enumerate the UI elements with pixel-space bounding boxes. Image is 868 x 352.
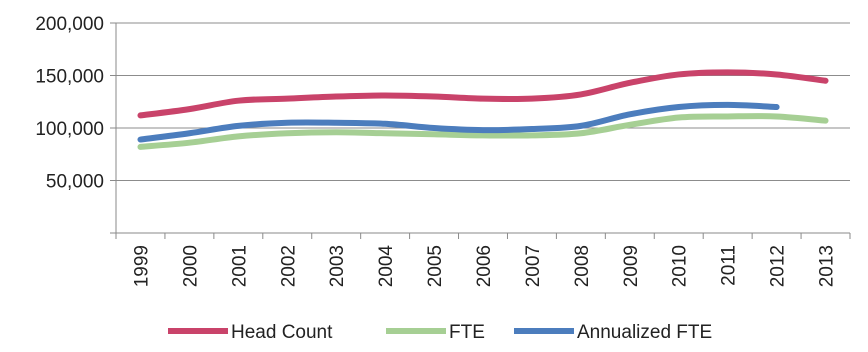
legend: Head Count FTE Annualized FTE xyxy=(168,322,712,343)
x-tick-label: 2007 xyxy=(523,245,544,287)
x-tick-label: 2004 xyxy=(376,245,397,288)
x-tick-label: 2009 xyxy=(621,245,642,287)
series-line-fte xyxy=(137,113,829,150)
x-axis-ticks: 1999 2000 2001 2002 2003 2004 2005 2006 2007 2008… xyxy=(115,233,851,288)
x-tick-label: 2010 xyxy=(670,245,691,287)
x-tick-label: 1999 xyxy=(131,245,152,287)
x-tick-label: 2000 xyxy=(180,245,201,287)
y-tick-label: 150,000 xyxy=(35,67,104,88)
y-axis-ticks: 50,000 100,000 150,000 200,000 xyxy=(35,14,116,193)
x-tick-label: 2011 xyxy=(719,245,740,286)
y-tick-label: 100,000 xyxy=(35,119,104,140)
legend-label-head-count: Head Count xyxy=(231,322,333,343)
series-lines xyxy=(137,69,829,150)
x-tick-label: 2006 xyxy=(474,245,495,287)
x-tick-label: 2005 xyxy=(425,245,446,287)
y-tick-label: 200,000 xyxy=(35,14,104,35)
series-line-head-count xyxy=(137,69,829,119)
x-tick-label: 2012 xyxy=(768,245,789,287)
x-tick-label: 2001 xyxy=(229,245,250,287)
legend-label-annualized-fte: Annualized FTE xyxy=(577,322,712,343)
x-tick-label: 2008 xyxy=(572,245,593,287)
x-tick-label: 2002 xyxy=(278,245,299,287)
series-line-annualized-fte xyxy=(137,101,780,143)
y-tick-label: 50,000 xyxy=(46,172,104,193)
axes xyxy=(110,23,850,239)
x-tick-label: 2003 xyxy=(327,245,348,287)
legend-label-fte: FTE xyxy=(449,322,485,343)
x-tick-label: 2013 xyxy=(817,245,838,287)
